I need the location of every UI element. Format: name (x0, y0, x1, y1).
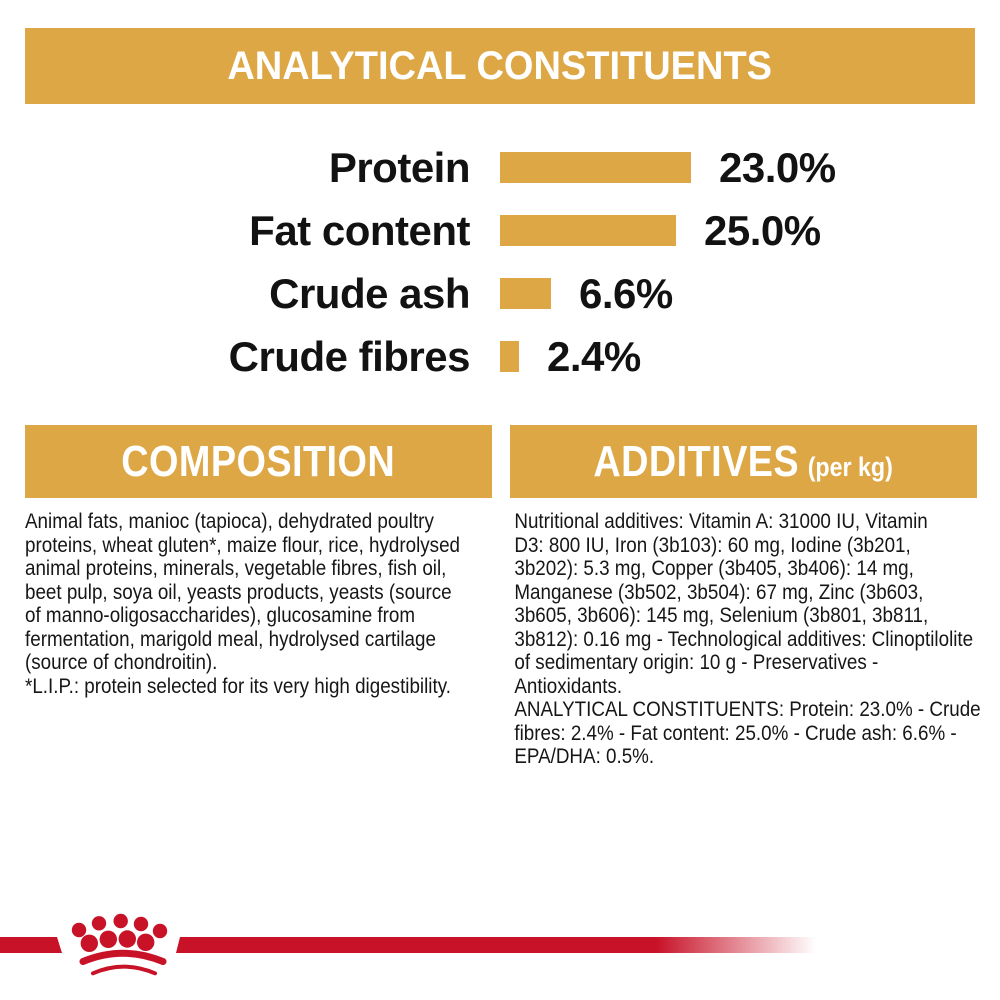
additives-text: Nutritional additives: Vitamin A: 31000 … (510, 509, 981, 769)
additives-title: ADDITIVES (593, 436, 800, 486)
additives-text-line: 3b812): 0.16 mg - Technological additive… (514, 626, 974, 651)
chart-value-label: 6.6% (579, 270, 673, 317)
composition-banner: COMPOSITION (25, 425, 492, 498)
chart-category-label: Fat content (249, 207, 470, 254)
chart-value-label: 25.0% (704, 207, 821, 254)
additives-text-line: Nutritional additives: Vitamin A: 31000 … (514, 509, 928, 533)
analytical-constituents-chart: Protein 23.0% Fat content 25.0% Crude as… (0, 144, 1000, 404)
additives-text-line: D3: 800 IU, Iron (3b103): 60 mg, Iodine … (514, 532, 911, 557)
additives-text-line: ANALYTICAL CONSTITUENTS: Protein: 23.0% … (514, 697, 981, 721)
additives-title-suffix: (per kg) (808, 451, 894, 482)
royal-canin-crown-logo (71, 913, 168, 976)
additives-section: ADDITIVES (per kg) Nutritional additives… (510, 425, 981, 769)
chart-bar (500, 152, 691, 183)
additives-text-line: Manganese (3b502, 3b504): 67 mg, Zinc (3… (514, 579, 924, 604)
composition-text-line: proteins, wheat gluten*, maize flour, ri… (25, 532, 461, 557)
chart-bar (500, 341, 519, 372)
chart-value-label: 23.0% (719, 144, 836, 191)
analytical-constituents-banner: ANALYTICAL CONSTITUENTS (25, 28, 975, 104)
additives-text-line: of sedimentary origin: 10 g - Preservati… (514, 650, 879, 674)
chart-row: Fat content 25.0% (0, 207, 1000, 254)
composition-text-line: Animal fats, manioc (tapioca), dehydrate… (25, 509, 434, 533)
red-band-right-segment-fading (176, 937, 816, 953)
composition-text-line: fermentation, marigold meal, hydrolysed … (25, 626, 436, 651)
chart-category-label: Crude ash (269, 270, 470, 317)
composition-text-line: animal proteins, minerals, vegetable fib… (25, 556, 447, 580)
composition-text-line: beet pulp, soya oil, yeasts products, ye… (25, 579, 452, 604)
composition-text-line: (source of chondroitin). (25, 650, 218, 674)
chart-row: Protein 23.0% (0, 144, 1000, 191)
additives-banner: ADDITIVES (per kg) (510, 425, 977, 498)
analytical-constituents-title: ANALYTICAL CONSTITUENTS (227, 43, 773, 88)
red-band-left-segment (0, 937, 62, 953)
composition-section: COMPOSITION Animal fats, manioc (tapioca… (25, 425, 492, 698)
chart-category-label: Crude fibres (228, 333, 471, 380)
chart-bar (500, 215, 676, 246)
composition-text-line: of manno-oligosaccharides), glucosamine … (25, 603, 416, 627)
chart-row: Crude fibres 2.4% (0, 333, 1000, 380)
additives-text-line: fibres: 2.4% - Fat content: 25.0% - Crud… (514, 720, 957, 745)
composition-text-line: *L.I.P.: protein selected for its very h… (25, 673, 451, 698)
chart-bar (500, 278, 551, 309)
chart-value-label: 2.4% (547, 333, 641, 380)
composition-title: COMPOSITION (121, 436, 396, 486)
additives-text-line: 3b202): 5.3 mg, Copper (3b405, 3b406): 1… (514, 556, 914, 580)
additives-text-line: Antioxidants. (514, 673, 623, 698)
chart-row: Crude ash 6.6% (0, 270, 1000, 317)
chart-category-label: Protein (328, 144, 471, 191)
composition-text: Animal fats, manioc (tapioca), dehydrate… (25, 509, 491, 698)
additives-text-line: EPA/DHA: 0.5%. (514, 744, 655, 768)
additives-text-line: 3b605, 3b606): 145 mg, Selenium (3b801, … (514, 603, 929, 627)
